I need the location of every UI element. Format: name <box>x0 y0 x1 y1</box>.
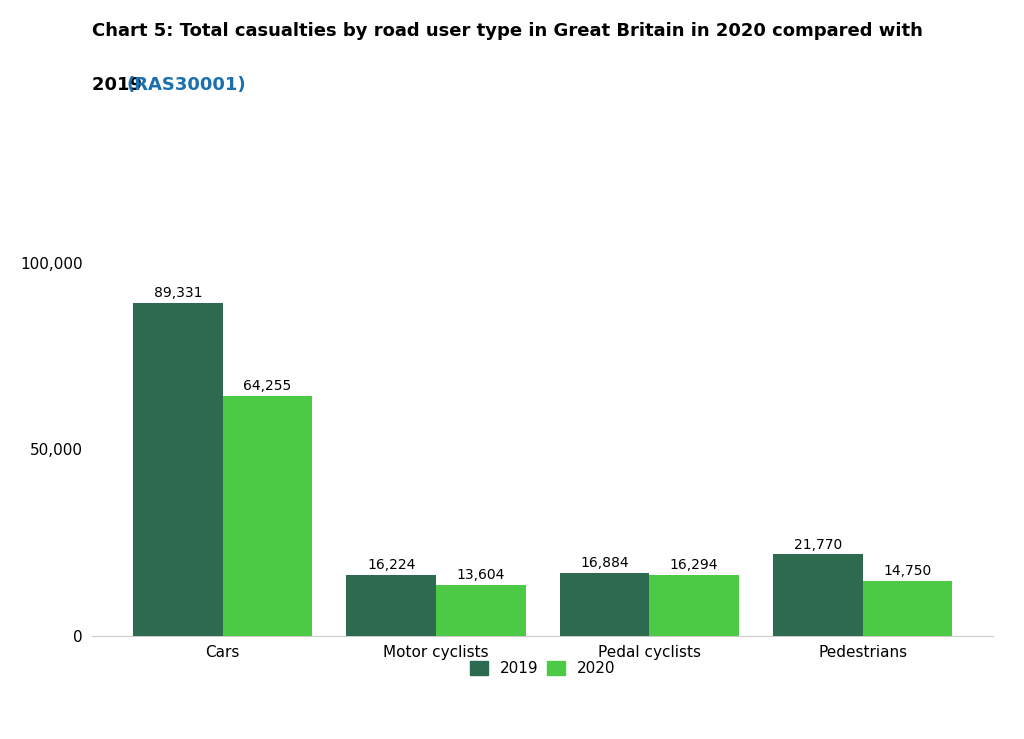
Text: 64,255: 64,255 <box>244 379 292 393</box>
Bar <box>649 575 739 636</box>
Text: (RAS30001): (RAS30001) <box>127 76 247 94</box>
Text: 13,604: 13,604 <box>457 568 505 582</box>
Text: 16,224: 16,224 <box>367 559 416 573</box>
Text: 21,770: 21,770 <box>794 538 842 552</box>
Bar <box>222 396 312 636</box>
Bar <box>560 573 649 636</box>
Bar <box>436 585 525 636</box>
Legend: 2019, 2020: 2019, 2020 <box>462 653 624 684</box>
Text: 89,331: 89,331 <box>154 286 202 300</box>
Bar <box>862 581 952 636</box>
Bar <box>773 554 862 636</box>
Bar <box>133 302 222 636</box>
Text: 14,750: 14,750 <box>884 564 932 578</box>
Bar <box>346 575 436 636</box>
Text: 16,884: 16,884 <box>581 556 629 570</box>
Text: 16,294: 16,294 <box>670 558 719 572</box>
Text: Chart 5: Total casualties by road user type in Great Britain in 2020 compared wi: Chart 5: Total casualties by road user t… <box>92 22 923 40</box>
Text: 2019: 2019 <box>92 76 148 94</box>
